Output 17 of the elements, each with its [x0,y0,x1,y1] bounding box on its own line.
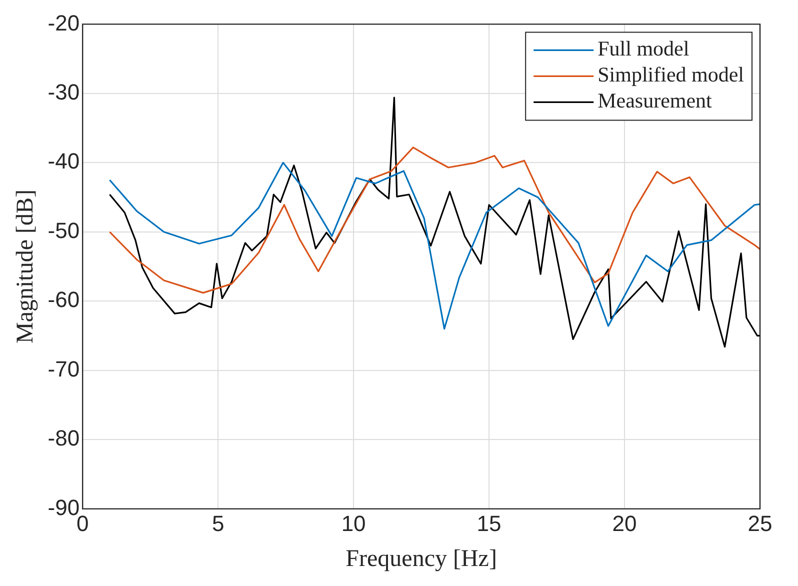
y-tick-label: -30 [48,79,80,104]
legend-label: Simplified model [598,62,744,87]
x-tick-label: 15 [476,511,502,536]
x-tick-label: 20 [612,511,637,536]
x-tick-label: 5 [212,511,224,536]
y-axis-title: Magnitude [dB] [12,190,39,344]
x-tick-label: 10 [341,511,366,536]
y-tick-label: -60 [48,287,80,312]
x-axis-title: Frequency [Hz] [346,546,497,572]
y-tick-label: -80 [48,426,80,451]
legend-label: Full model [598,36,690,61]
y-tick-label: -70 [48,356,80,382]
x-tick-label: 25 [748,511,772,536]
legend-label: Measurement [598,88,712,113]
y-tick-label: -20 [48,10,80,36]
y-tick-label: -40 [48,148,80,174]
y-tick-label: -50 [48,218,80,243]
